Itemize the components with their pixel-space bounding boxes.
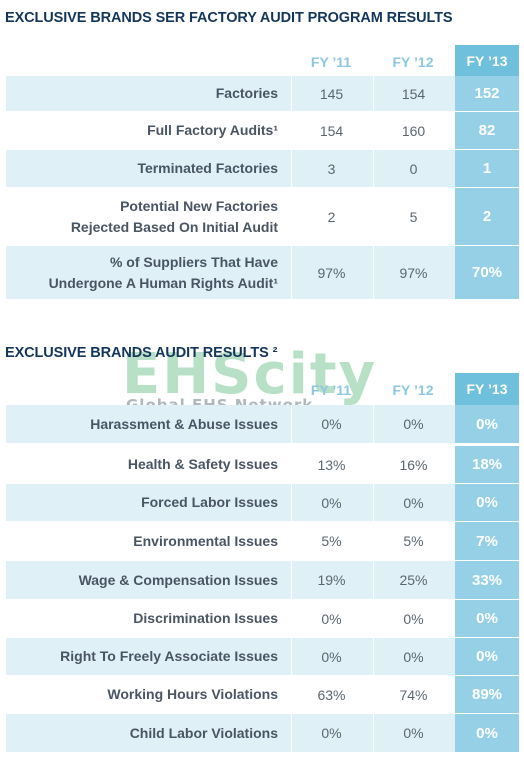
cell-fy-13: 33%: [455, 561, 519, 599]
cell-fy-12: 0%: [373, 600, 453, 637]
cell-fy-11: 0%: [291, 600, 371, 637]
table-row: % of Suppliers That Have Undergone A Huma…: [6, 246, 519, 299]
cell-fy-11: 97%: [291, 246, 371, 299]
cell-fy-13: 0%: [455, 405, 519, 443]
row-label: Potential New Factories Rejected Based On…: [70, 197, 278, 235]
table-row: Discrimination Issues 0% 0% 0%: [6, 600, 519, 637]
row-label: Full Factory Audits¹: [147, 122, 278, 138]
cell-fy-12: 5: [373, 188, 453, 245]
table-row: Factories 145 154 152: [6, 76, 519, 111]
cell-fy-11: 0%: [291, 484, 371, 521]
cell-fy-11: 5%: [291, 522, 371, 560]
cell-fy-12: 5%: [373, 522, 453, 560]
table-row: Child Labor Violations 0% 0% 0%: [6, 714, 519, 752]
cell-fy-13: 7%: [455, 522, 519, 560]
cell-fy-12: 154: [373, 76, 453, 111]
cell-fy-12: 0%: [373, 484, 453, 521]
table-row: Working Hours Violations 63% 74% 89%: [6, 676, 519, 713]
cell-fy-13: 18%: [455, 446, 519, 483]
header-fy11: FY ’11: [310, 54, 352, 70]
cell-fy-13: 1: [455, 150, 519, 187]
cell-fy-13: 152: [455, 76, 519, 111]
row-label: Right To Freely Associate Issues: [60, 648, 278, 664]
table-row: Full Factory Audits¹ 154 160 82: [6, 112, 519, 149]
cell-fy-11: 0%: [291, 638, 371, 675]
row-label: Health & Safety Issues: [127, 456, 278, 472]
cell-fy-12: 0: [373, 150, 453, 187]
cell-fy-12: 160: [373, 112, 453, 149]
row-label: Discrimination Issues: [133, 610, 278, 626]
cell-fy-13: 0%: [455, 714, 519, 752]
cell-fy-11: 19%: [291, 561, 371, 599]
cell-fy-12: 0%: [373, 405, 453, 443]
row-label: Forced Labor Issues: [141, 494, 278, 510]
table-row: Right To Freely Associate Issues 0% 0% 0%: [6, 638, 519, 675]
cell-fy-13: 0%: [455, 600, 519, 637]
table-row: Potential New Factories Rejected Based On…: [6, 188, 519, 245]
cell-fy-11: 3: [291, 150, 371, 187]
cell-fy-13: 0%: [455, 484, 519, 521]
cell-fy-11: 154: [291, 112, 371, 149]
cell-fy-12: 25%: [373, 561, 453, 599]
row-label: Working Hours Violations: [107, 686, 278, 702]
cell-fy-11: 0%: [291, 714, 371, 752]
row-label: Harassment & Abuse Issues: [90, 415, 278, 432]
header-fy13: FY ’13: [455, 45, 519, 77]
table-row: Harassment & Abuse Issues 0% 0% 0%: [6, 405, 519, 443]
row-label: % of Suppliers That Have Undergone A Huma…: [48, 253, 278, 291]
cell-fy-11: 0%: [291, 405, 371, 443]
header-fy13: FY ’13: [455, 373, 519, 405]
cell-fy-13: 89%: [455, 676, 519, 713]
cell-fy-11: 145: [291, 76, 371, 111]
cell-fy-12: 0%: [373, 714, 453, 752]
table-row: Environmental Issues 5% 5% 7%: [6, 522, 519, 560]
cell-fy-12: 0%: [373, 638, 453, 675]
section-1-title: EXCLUSIVE BRANDS SER FACTORY AUDIT PROGR…: [5, 10, 453, 26]
cell-fy-12: 74%: [373, 676, 453, 713]
table-row: Terminated Factories 3 0 1: [6, 150, 519, 187]
table-row: Forced Labor Issues 0% 0% 0%: [6, 484, 519, 521]
cell-fy-12: 97%: [373, 246, 453, 299]
cell-fy-11: 13%: [291, 446, 371, 483]
cell-fy-13: 0%: [455, 638, 519, 675]
table-row: Health & Safety Issues 13% 16% 18%: [6, 446, 519, 483]
cell-fy-12: 16%: [373, 446, 453, 483]
row-label: Factories: [215, 85, 278, 101]
row-label: Child Labor Violations: [129, 724, 278, 741]
row-label: Wage & Compensation Issues: [78, 571, 278, 588]
cell-fy-11: 63%: [291, 676, 371, 713]
header-fy12: FY ’12: [392, 54, 434, 70]
cell-fy-11: 2: [291, 188, 371, 245]
header-fy11: FY ’11: [310, 382, 352, 398]
section-2-title: EXCLUSIVE BRANDS AUDIT RESULTS ²: [5, 345, 278, 361]
table-row: Wage & Compensation Issues 19% 25% 33%: [6, 561, 519, 599]
cell-fy-13: 70%: [455, 246, 519, 299]
row-label: Environmental Issues: [133, 532, 278, 549]
header-fy12: FY ’12: [392, 382, 434, 398]
cell-fy-13: 82: [455, 112, 519, 149]
cell-fy-13: 2: [455, 188, 519, 245]
row-label: Terminated Factories: [137, 160, 278, 176]
